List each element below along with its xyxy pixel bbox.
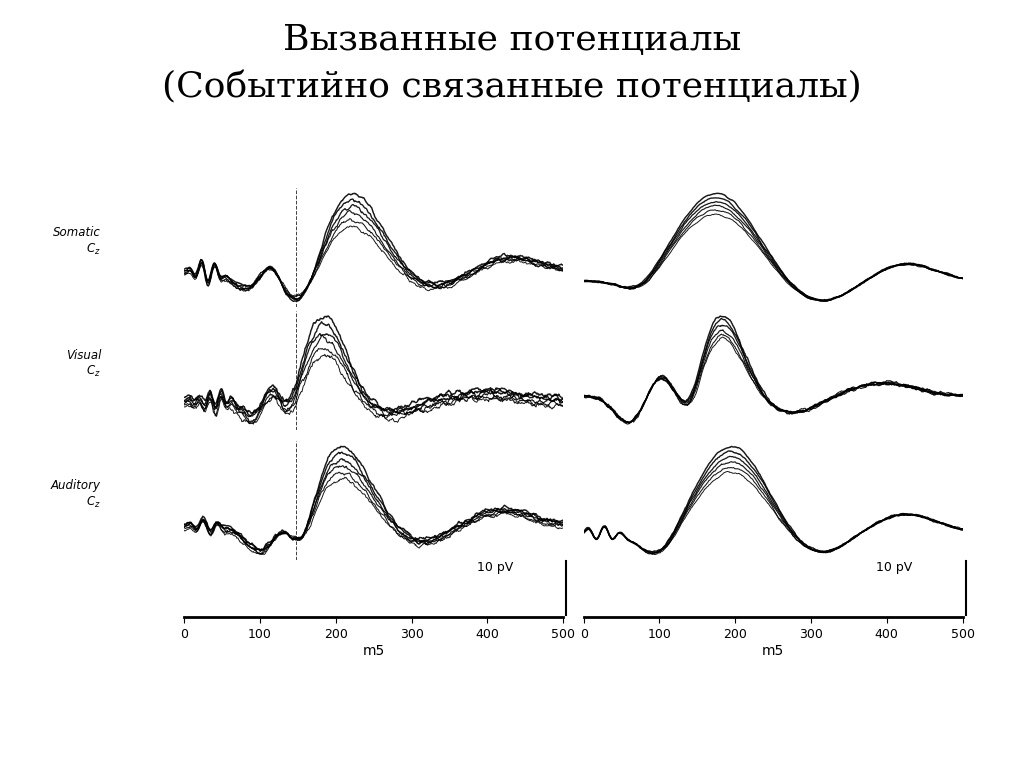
Text: 10 pV: 10 pV <box>877 561 912 574</box>
Text: Somatic
$C_z$: Somatic $C_z$ <box>53 226 101 257</box>
Text: 10 pV: 10 pV <box>477 561 513 574</box>
Text: Visual
$C_z$: Visual $C_z$ <box>66 349 101 380</box>
Text: Auditory
$C_z$: Auditory $C_z$ <box>51 479 101 510</box>
Text: Вызванные потенциалы
(Событийно связанные потенциалы): Вызванные потенциалы (Событийно связанны… <box>162 23 862 104</box>
X-axis label: m5: m5 <box>362 644 385 657</box>
X-axis label: m5: m5 <box>762 644 784 657</box>
